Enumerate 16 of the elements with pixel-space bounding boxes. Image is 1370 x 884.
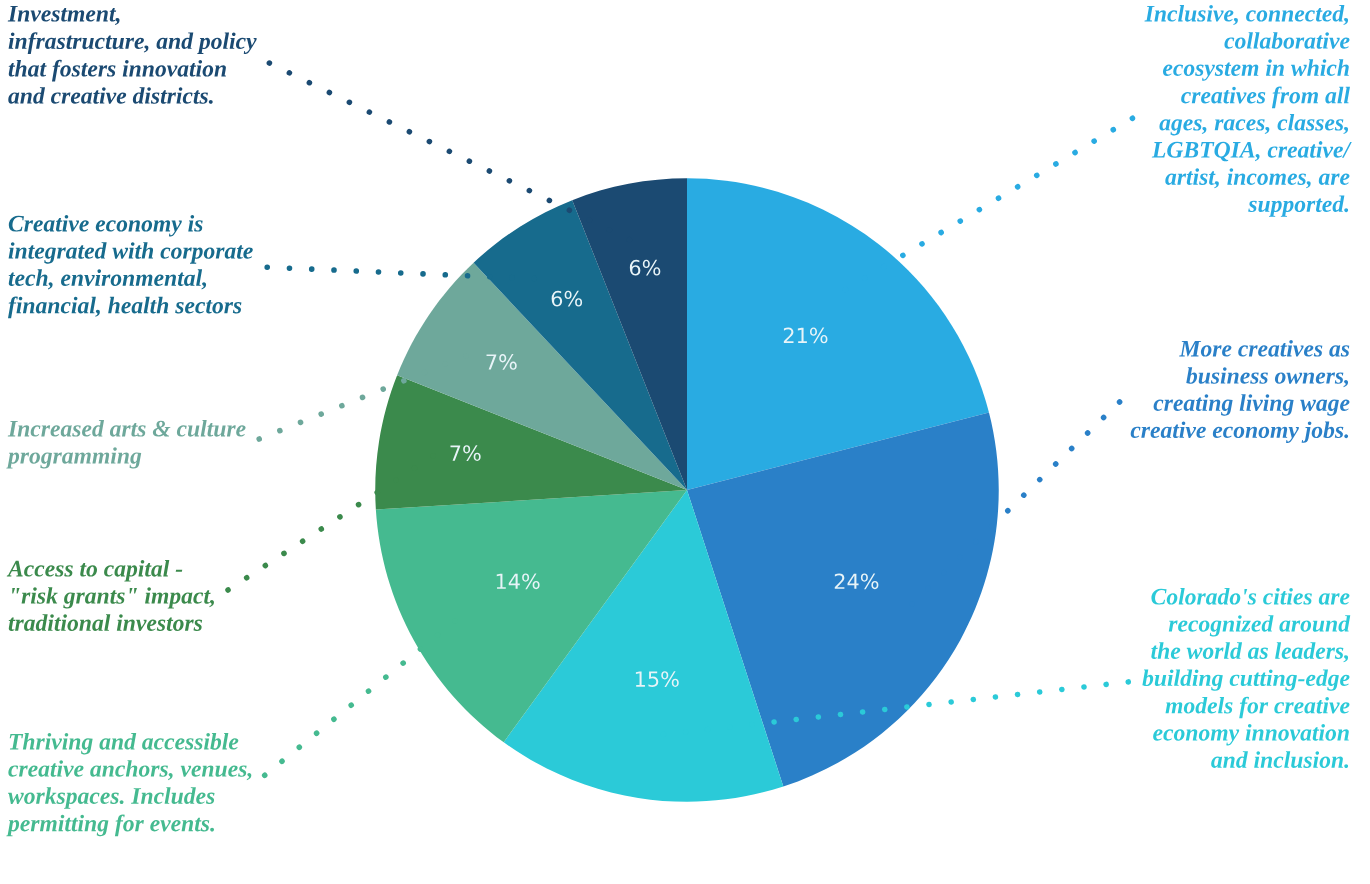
slice-label: Colorado's cities are recognized around the world as leaders, building cutting-edge models for creative economy innovation and inclusion. [1142, 588, 1351, 768]
slice-label: Thriving and accessible creative anchors, venues, workspaces. Includes permitting for events. [6, 733, 252, 837]
data-label: 21% [783, 327, 828, 344]
slice-label: Inclusive, connected, collaborative ecosystem in which creatives from all ages, races, classes, LGBTQIA, creative/ artist, incomes, are supported. [1144, 5, 1352, 217]
slice-label: Increased arts & culture programming [6, 420, 246, 469]
data-label: 6% [551, 290, 583, 307]
data-label: 15% [635, 671, 679, 687]
slice-label: Creative economy is integrated with corporate tech, environmental, financial, health sectors [8, 215, 253, 319]
slice-label: Access to capital - "risk grants" impact, traditional investors [6, 560, 214, 631]
data-label: 14% [496, 573, 540, 590]
data-label: 6% [629, 259, 661, 276]
slice-label: More creatives as business owners, creating living wage creative economy jobs. [1130, 340, 1350, 443]
slice-label: Investment, infrastructure, and policy that fosters innovation and creative districts. [7, 5, 257, 104]
data-label: 7% [486, 354, 517, 370]
data-label: 24% [834, 573, 879, 590]
data-label: 7% [450, 445, 481, 461]
